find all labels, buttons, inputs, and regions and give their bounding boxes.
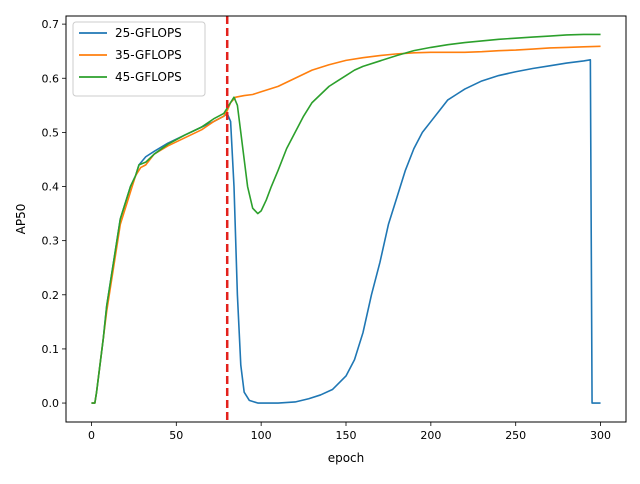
y-tick-label: 0.3 (42, 235, 60, 248)
x-tick-label: 250 (505, 429, 526, 442)
y-tick-label: 0.1 (42, 343, 60, 356)
y-axis-ticks: 0.0 0.1 0.2 0.3 0.4 0.5 0.6 0.7 (42, 18, 66, 410)
y-tick-label: 0.7 (42, 18, 60, 31)
y-tick-label: 0.2 (42, 289, 60, 302)
series-layer (91, 33, 601, 404)
x-tick-label: 100 (251, 429, 272, 442)
series-line-45-gflops (91, 33, 601, 404)
x-tick-label: 200 (420, 429, 441, 442)
y-tick-label: 0.5 (42, 126, 60, 139)
legend-label: 45-GFLOPS (115, 70, 182, 84)
y-axis-label: AP50 (14, 204, 28, 235)
x-tick-label: 150 (336, 429, 357, 442)
y-tick-label: 0.4 (42, 181, 60, 194)
y-tick-label: 0.6 (42, 72, 60, 85)
x-axis-label: epoch (328, 451, 365, 465)
legend-label: 35-GFLOPS (115, 48, 182, 62)
series-line-35-gflops (91, 45, 601, 404)
y-tick-label: 0.0 (42, 397, 60, 410)
x-tick-label: 0 (88, 429, 95, 442)
x-axis-ticks: 0 50 100 150 200 250 300 (88, 422, 611, 442)
legend-label: 25-GFLOPS (115, 26, 182, 40)
x-tick-label: 50 (169, 429, 183, 442)
x-tick-label: 300 (590, 429, 611, 442)
legend: 25-GFLOPS 35-GFLOPS 45-GFLOPS (72, 21, 206, 97)
